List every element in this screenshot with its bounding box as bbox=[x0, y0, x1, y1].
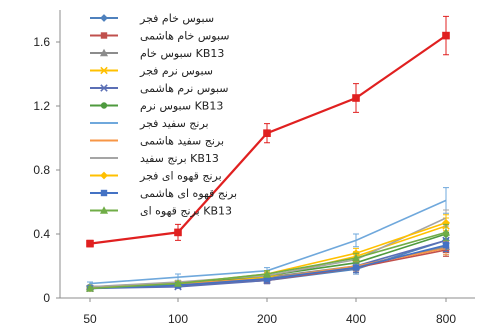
x-tick-label: 200 bbox=[257, 312, 277, 326]
data-point bbox=[263, 129, 271, 137]
x-tick-label: 800 bbox=[436, 312, 456, 326]
data-point bbox=[441, 228, 451, 236]
data-point bbox=[352, 94, 360, 102]
data-point bbox=[442, 31, 450, 40]
data-point bbox=[85, 284, 95, 292]
legend-label: برنج سفید هاشمی bbox=[140, 135, 224, 148]
legend-label: برنج قهوه ای KB13 bbox=[140, 205, 232, 218]
legend-label: برنج قهوه ای فجر bbox=[139, 170, 222, 183]
legend-item: سبوس خام فجر bbox=[90, 12, 214, 25]
legend-item: سبوس خام KB13 bbox=[90, 47, 224, 60]
data-point bbox=[262, 269, 272, 278]
data-point bbox=[100, 171, 108, 180]
legend-item: برنج قهوه ای هاشمی bbox=[90, 187, 237, 200]
y-tick-label: 1.6 bbox=[33, 35, 50, 49]
y-tick-label: 1.2 bbox=[33, 99, 50, 113]
legend-item: سبوس نرم KB13 bbox=[90, 100, 223, 113]
legend-label: سبوس نرم هاشمی bbox=[140, 82, 228, 95]
data-point bbox=[174, 228, 182, 237]
legend-label: سبوس خام فجر bbox=[139, 12, 214, 25]
y-tick-label: 0 bbox=[43, 291, 50, 305]
y-tick-labels: 0 0.4 0.8 1.2 1.6 bbox=[33, 35, 60, 305]
data-point bbox=[100, 84, 108, 92]
data-point bbox=[100, 14, 108, 22]
legend-item: برنج سفید هاشمی bbox=[90, 135, 224, 148]
legend-label: سبوس خام KB13 bbox=[140, 47, 224, 60]
series-12 bbox=[86, 15, 450, 248]
legend-item: سبوس نرم فجر bbox=[90, 65, 213, 78]
data-point bbox=[99, 48, 109, 57]
legend-label: سبوس نرم KB13 bbox=[140, 100, 223, 113]
x-tick-label: 400 bbox=[346, 312, 366, 326]
data-point bbox=[442, 242, 450, 249]
legend-label: برنج قهوه ای هاشمی bbox=[140, 187, 237, 200]
legend-item: برنج قهوه ای KB13 bbox=[90, 205, 232, 218]
legend-item: سبوس نرم هاشمی bbox=[90, 82, 228, 95]
data-point bbox=[86, 239, 94, 248]
y-tick-label: 0.8 bbox=[33, 163, 50, 177]
data-point bbox=[100, 189, 108, 197]
legend-label: برنج سفید فجر bbox=[139, 117, 209, 130]
error-bar bbox=[353, 233, 359, 248]
legend: سبوس خام فجر سبوس خام هاشمی سبوس خام KB13 س… bbox=[90, 12, 237, 218]
error-bar bbox=[443, 187, 449, 214]
legend-label: سبوس خام هاشمی bbox=[140, 30, 230, 43]
series-layer bbox=[85, 15, 451, 293]
data-point bbox=[352, 264, 360, 271]
series-11 bbox=[85, 223, 451, 292]
legend-item: برنج سفید فجر bbox=[90, 117, 209, 130]
x-tick-label: 100 bbox=[168, 312, 188, 326]
legend-label: برنج سفید KB13 bbox=[140, 152, 219, 165]
data-point bbox=[100, 32, 108, 39]
data-point bbox=[99, 206, 109, 214]
legend-item: سبوس خام هاشمی bbox=[90, 30, 230, 43]
data-point bbox=[100, 102, 108, 109]
data-point bbox=[173, 279, 183, 287]
legend-item: برنج قهوه ای فجر bbox=[90, 170, 222, 183]
x-tick-label: 50 bbox=[83, 312, 97, 326]
x-tick-labels: 50 100 200 400 800 bbox=[83, 298, 456, 326]
data-point bbox=[351, 253, 361, 262]
legend-label: سبوس نرم فجر bbox=[139, 65, 213, 78]
y-tick-label: 0.4 bbox=[33, 227, 50, 241]
legend-item: برنج سفید KB13 bbox=[90, 152, 219, 165]
data-point bbox=[100, 66, 108, 75]
